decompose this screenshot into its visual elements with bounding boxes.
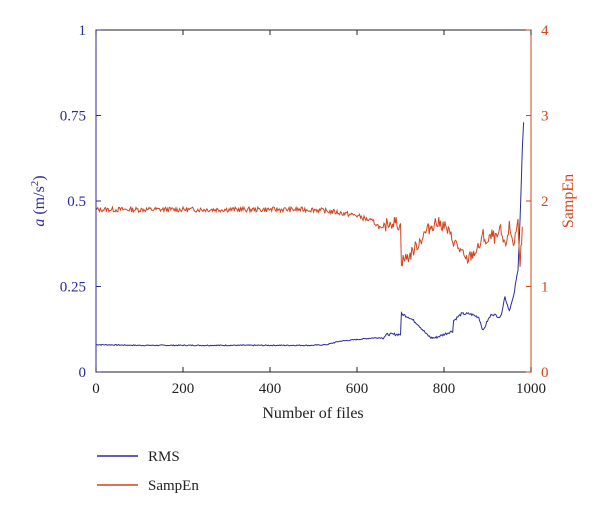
x-tick-label: 600 xyxy=(346,381,369,397)
left-tick-label: 0.75 xyxy=(60,109,86,125)
right-axis: 0 1 2 3 4 xyxy=(526,23,549,381)
y-axis-left-unit-sup: 2 xyxy=(29,181,41,187)
series-layer xyxy=(95,122,525,347)
right-tick-label: 2 xyxy=(541,194,549,210)
left-tick-label: 0.25 xyxy=(60,280,86,296)
x-tick-label: 0 xyxy=(92,381,100,397)
y-axis-left-unit-close: ) xyxy=(31,175,48,180)
y-axis-left-unit: (m/s xyxy=(31,186,48,218)
left-tick-label: 1 xyxy=(79,23,87,39)
right-tick-label: 0 xyxy=(541,365,549,381)
right-tick-label: 4 xyxy=(541,23,549,39)
x-axis: 0 200 400 600 800 1000 xyxy=(92,30,546,397)
x-tick-label: 200 xyxy=(172,381,195,397)
legend-label-rms: RMS xyxy=(148,449,180,465)
y-axis-right-title: SampEn xyxy=(560,174,577,228)
left-axis: 0 0.25 0.5 0.75 1 xyxy=(60,23,101,381)
right-tick-label: 3 xyxy=(541,109,549,125)
left-tick-label: 0 xyxy=(79,365,87,381)
legend: RMS SampEn xyxy=(97,449,199,494)
series-line-sampen xyxy=(95,205,523,267)
series-line-rms xyxy=(96,122,525,347)
right-tick-label: 1 xyxy=(541,280,549,296)
y-axis-left-symbol: a xyxy=(31,219,48,227)
x-tick-label: 800 xyxy=(433,381,456,397)
x-tick-label: 400 xyxy=(259,381,282,397)
x-axis-title: Number of files xyxy=(262,405,363,422)
left-tick-label: 0.5 xyxy=(67,194,86,210)
legend-label-sampen: SampEn xyxy=(148,478,199,494)
y-axis-left-title: a (m/s2) xyxy=(29,175,48,226)
x-tick-label: 1000 xyxy=(516,381,546,397)
plot-frame xyxy=(95,29,532,373)
